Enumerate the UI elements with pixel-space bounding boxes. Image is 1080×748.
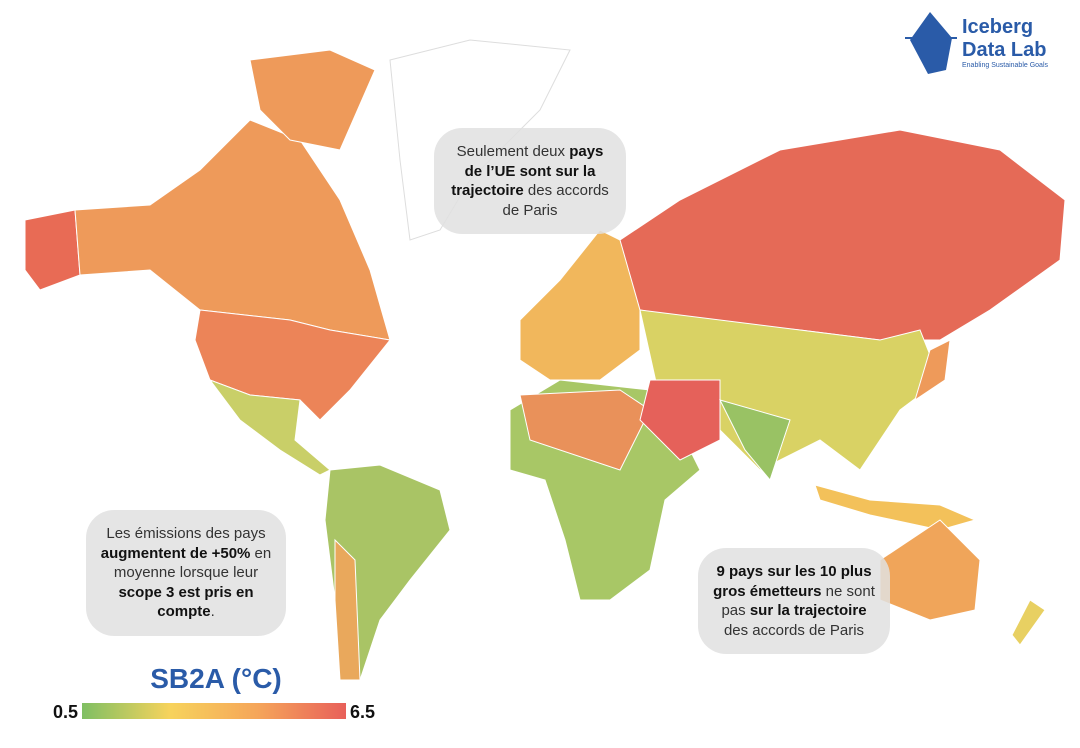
callout-bold-text: augmentent de +50% [100,544,251,562]
india [719,399,791,482]
colorbar [82,703,346,719]
countries [24,39,1066,681]
legend-title: SB2A (°C) [150,663,282,694]
callout-text: . [210,603,215,620]
legend-min: 0.5 [53,702,78,722]
logo-line1: Iceberg [962,16,1034,38]
arctic-islands [249,49,376,151]
callout-text: Les émissions des pays [106,525,266,542]
callout-text: Seulement deux [456,143,570,160]
callout: Les émissions des pays augmentent de +50… [86,510,286,636]
callout-bold-text: sur la trajectoire [749,602,867,619]
logo-line2: Data Lab [962,39,1047,61]
iceberg [910,12,952,74]
callout-text: des accords de Paris [502,182,609,219]
callout-bold-text: scope 3 est pris en compte [118,583,254,621]
logo-tagline: Enabling Sustainable Goals [962,62,1049,69]
callout-bold-text: pays de l’UE sont sur la trajectoire [451,143,604,199]
europe [519,229,641,381]
callout-text: des accords de Paris [723,621,865,639]
new-zealand [1011,599,1046,646]
callout-text: ne sont pas [721,582,875,620]
russia [619,129,1066,341]
andes [334,538,361,681]
australia [879,519,981,621]
canada [74,119,391,341]
indonesia [814,484,977,531]
japan [914,339,951,402]
logo-icon [905,12,957,74]
alaska [24,209,81,291]
callout: Seulement deux pays de l’UE sont sur la … [434,128,626,234]
legend-max: 6.5 [350,702,375,722]
callout-bold-text: 9 pays sur les 10 plus gros émetteurs [713,563,872,600]
callout-text: en moyenne lorsque leur [113,544,272,582]
middle-east [639,379,721,461]
callout: 9 pays sur les 10 plus gros émetteurs ne… [698,548,890,654]
north-africa [519,389,651,471]
